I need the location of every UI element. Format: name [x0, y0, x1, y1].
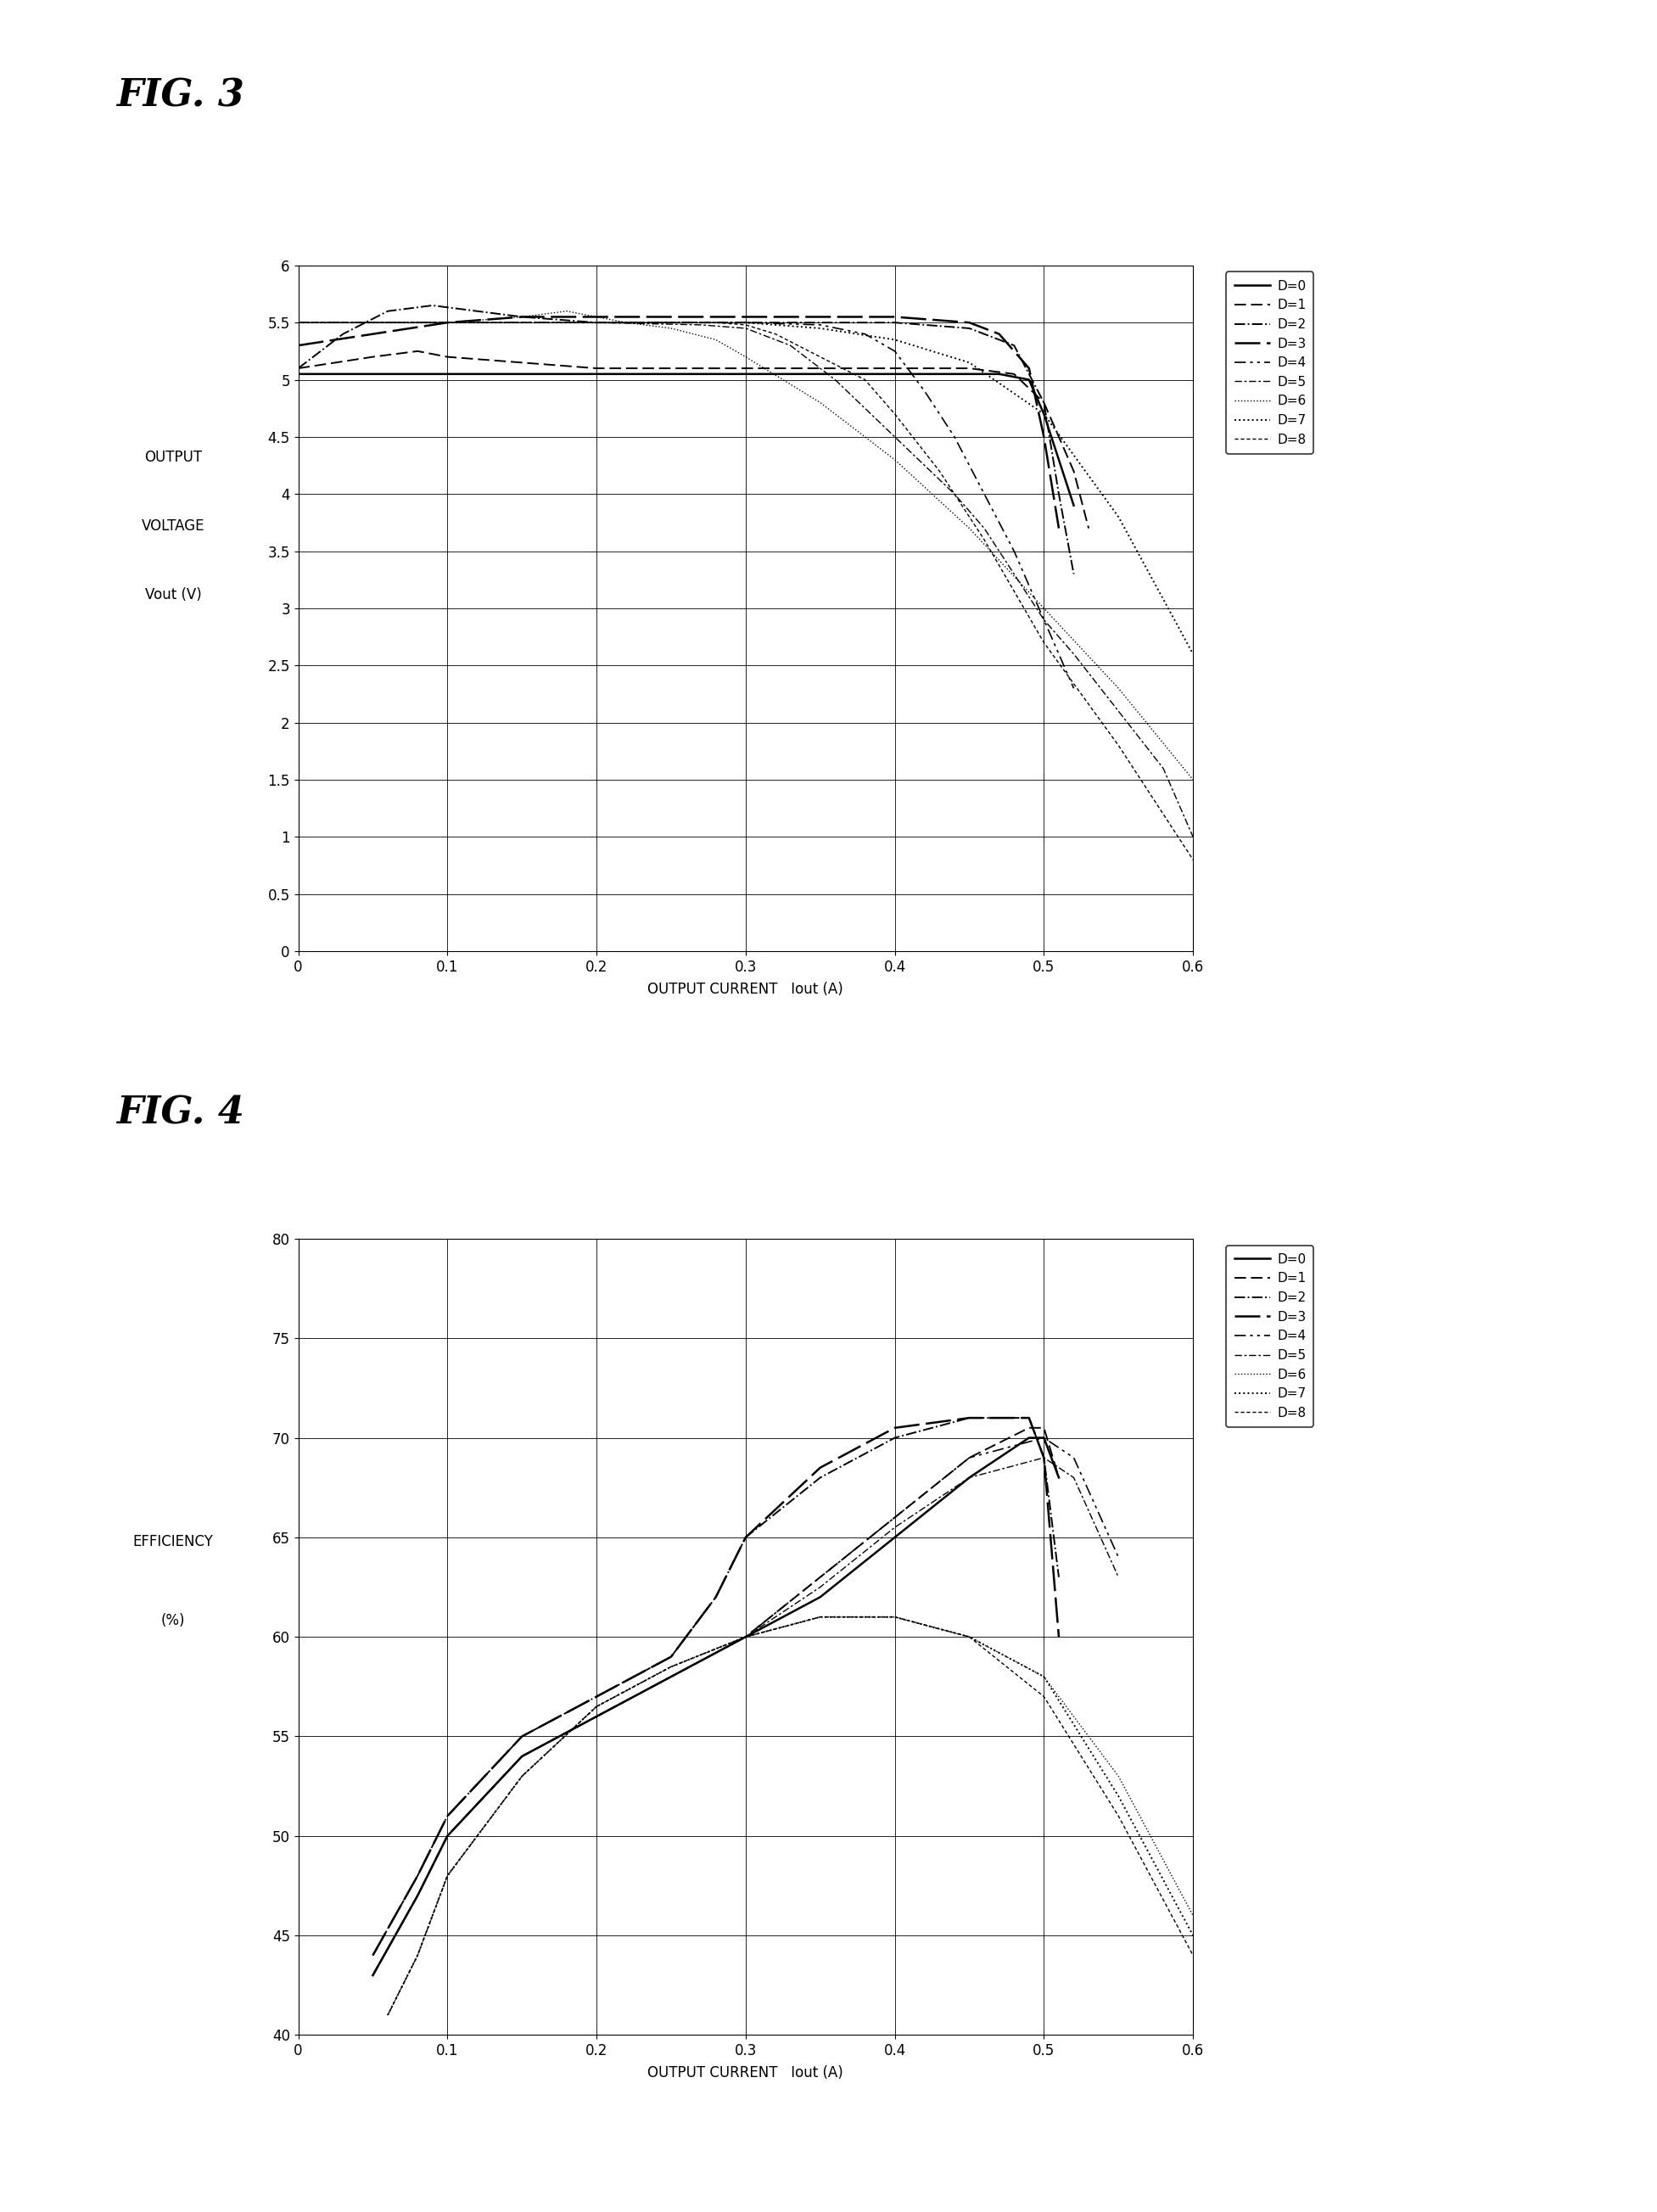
Text: FIG. 4: FIG. 4	[116, 1095, 244, 1130]
Legend: D=0, D=1, D=2, D=3, D=4, D=5, D=6, D=7, D=8: D=0, D=1, D=2, D=3, D=4, D=5, D=6, D=7, …	[1226, 1245, 1314, 1427]
Text: (%): (%)	[161, 1613, 186, 1628]
Text: Vout (V): Vout (V)	[144, 586, 200, 602]
Text: FIG. 3: FIG. 3	[116, 77, 244, 113]
Text: OUTPUT: OUTPUT	[144, 449, 202, 465]
Legend: D=0, D=1, D=2, D=3, D=4, D=5, D=6, D=7, D=8: D=0, D=1, D=2, D=3, D=4, D=5, D=6, D=7, …	[1226, 272, 1314, 453]
Text: VOLTAGE: VOLTAGE	[141, 518, 204, 533]
Text: EFFICIENCY: EFFICIENCY	[133, 1533, 214, 1548]
X-axis label: OUTPUT CURRENT   Iout (A): OUTPUT CURRENT Iout (A)	[648, 2066, 843, 2081]
X-axis label: OUTPUT CURRENT   Iout (A): OUTPUT CURRENT Iout (A)	[648, 982, 843, 998]
